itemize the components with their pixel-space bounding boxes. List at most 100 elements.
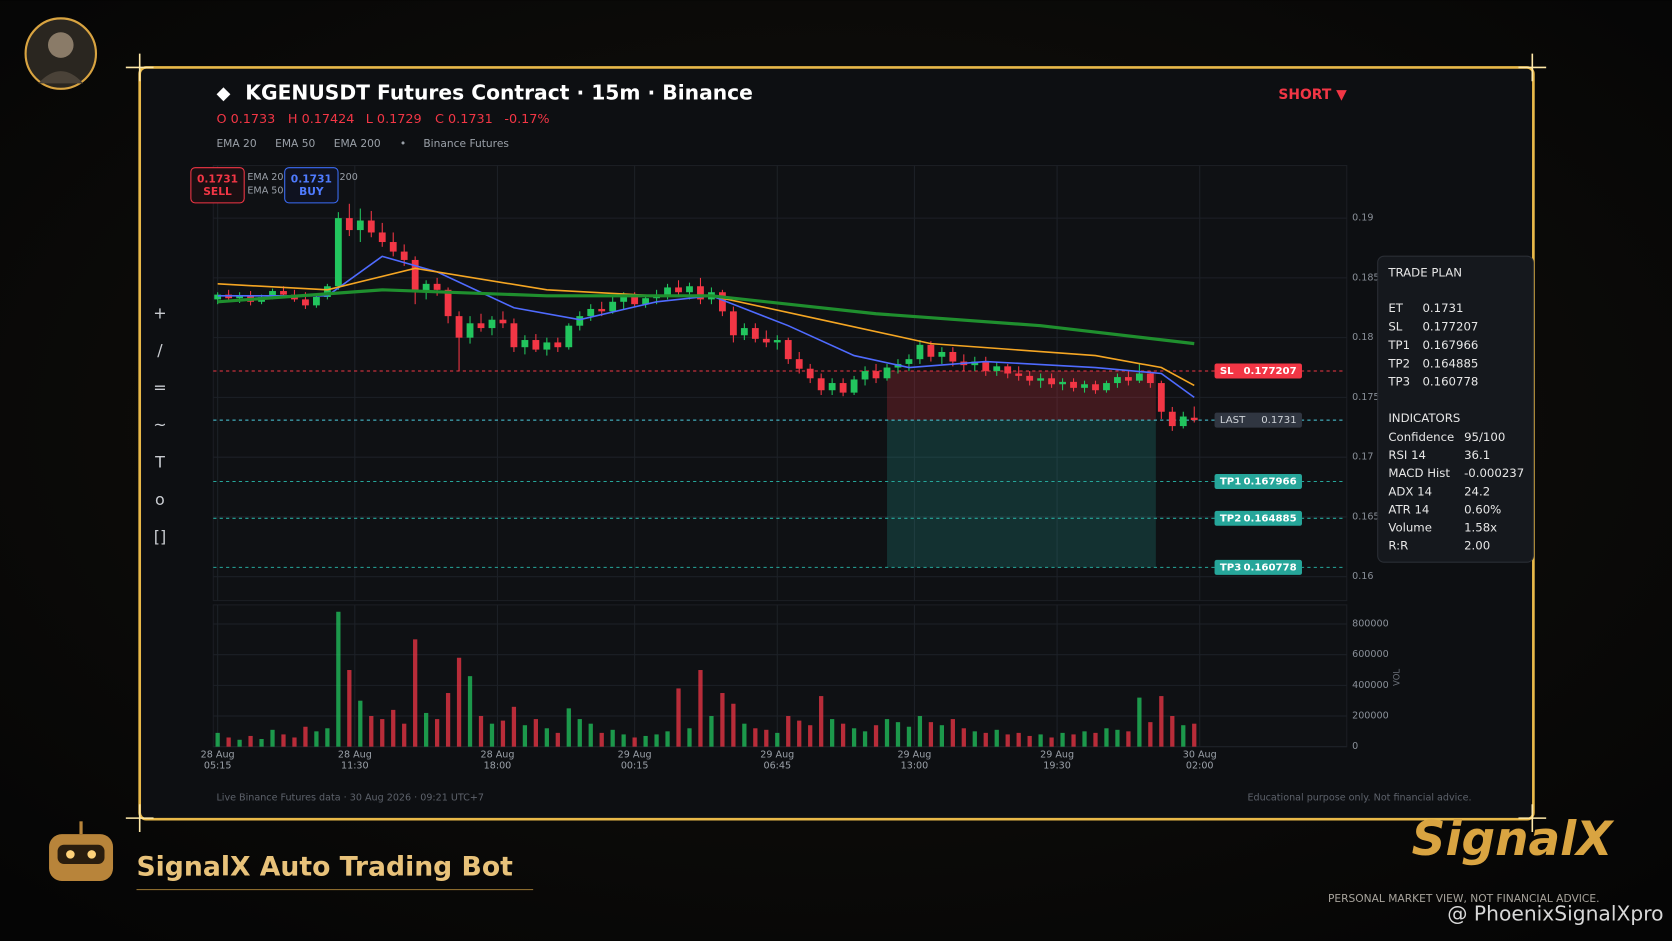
- volume-bar: [621, 734, 626, 747]
- tool-button[interactable]: /: [157, 341, 163, 360]
- trade-plan-panel: [1377, 255, 1534, 563]
- volume-bar: [577, 719, 582, 747]
- volume-bar: [555, 732, 560, 747]
- reward-zone: [887, 420, 1156, 568]
- candle-body: [422, 283, 430, 293]
- volume-bar: [786, 716, 791, 747]
- side-badge: SHORT ▼: [1278, 87, 1347, 103]
- candle-body: [1114, 377, 1121, 384]
- volume-bar: [972, 731, 977, 747]
- volume-bar: [1126, 731, 1131, 747]
- candle-body: [740, 328, 748, 336]
- indicator-label: EMA 20: [216, 137, 256, 150]
- candle-body: [587, 308, 595, 317]
- candle-body: [455, 316, 463, 338]
- ohlc-value: -0.17%: [504, 112, 549, 127]
- candle-body: [697, 286, 704, 300]
- volume-bar: [566, 708, 571, 747]
- candle-body: [345, 218, 353, 231]
- candle-body: [993, 366, 1001, 372]
- robot-visor: [57, 844, 105, 864]
- volume-bar: [424, 712, 429, 747]
- level-name: TP2: [1220, 513, 1241, 524]
- candle-body: [488, 319, 496, 329]
- volume-bar: [248, 735, 253, 747]
- volume-bar: [917, 716, 923, 747]
- volume-bar: [808, 725, 813, 747]
- candle-body: [1037, 378, 1045, 381]
- trade-plan: TRADE PLAN ET 0.1731 SL 0.177207 TP1 0.167966 T…: [1387, 266, 1524, 553]
- candle-body: [718, 292, 726, 312]
- candle-body: [642, 298, 650, 305]
- tool-button[interactable]: []: [154, 527, 166, 546]
- candle-body: [510, 323, 518, 348]
- volume-bar: [1104, 728, 1109, 747]
- level-name: TP1: [1220, 476, 1241, 487]
- x-tick-label: 19:30: [1043, 760, 1071, 771]
- x-tick-label: 11:30: [341, 760, 369, 771]
- candle-body: [773, 340, 781, 343]
- candle-body: [1190, 417, 1198, 421]
- risk-zone: [887, 371, 1156, 421]
- volume-bar: [325, 728, 330, 747]
- candle-body: [982, 361, 990, 372]
- candle-body: [1026, 375, 1034, 381]
- tool-button[interactable]: =: [153, 378, 166, 397]
- volume-bar: [906, 726, 912, 747]
- tool-button[interactable]: ~: [153, 415, 166, 434]
- volume-bar: [489, 723, 495, 747]
- volume-bar: [1071, 734, 1076, 747]
- candle-body: [1168, 411, 1176, 427]
- volume-bar: [731, 703, 736, 747]
- level-label-box: [1214, 412, 1302, 428]
- x-tick-label: 29 Aug: [1040, 750, 1074, 761]
- volume-bar: [687, 728, 692, 747]
- volume-bar: [1170, 716, 1175, 747]
- plan-value: 0.177207: [1422, 319, 1478, 333]
- candle-body: [1146, 373, 1154, 384]
- candle-body: [1081, 384, 1088, 388]
- volume-bar: [303, 726, 308, 747]
- volume-bar: [1137, 697, 1142, 747]
- sell-box[interactable]: [190, 167, 245, 204]
- candle-body: [850, 379, 858, 393]
- indicator-key: ADX 14: [1388, 484, 1432, 498]
- indicator-value: 2.00: [1464, 539, 1490, 553]
- volume-bar: [369, 716, 374, 747]
- volume-bar: [851, 728, 857, 747]
- indicator-label: Binance Futures: [423, 137, 509, 150]
- robot-icon: [49, 821, 114, 882]
- candle-body: [302, 299, 309, 306]
- x-tick-label: 00:15: [621, 760, 649, 771]
- candle-body: [795, 359, 803, 369]
- y-tick-label: 0.175: [1352, 392, 1379, 403]
- tool-button[interactable]: T: [154, 453, 165, 472]
- candle-body: [334, 218, 342, 287]
- candle-body: [554, 342, 562, 348]
- volume-bar: [709, 716, 714, 747]
- buy-price: 0.1731: [291, 172, 332, 185]
- footer-right: Educational purpose only. Not financial …: [1247, 792, 1471, 803]
- volume-bar: [402, 723, 407, 747]
- candle-body: [1135, 373, 1143, 381]
- volume-bar: [873, 725, 879, 747]
- plan-title: TRADE PLAN: [1387, 266, 1462, 280]
- volume-bar: [1060, 732, 1065, 747]
- volume-bar: [1192, 723, 1197, 747]
- candle-body: [598, 308, 606, 312]
- candle-body: [269, 291, 276, 298]
- plan-key: TP2: [1387, 356, 1410, 370]
- tool-button[interactable]: o: [155, 490, 165, 509]
- candle-body: [971, 361, 979, 366]
- candle-body: [367, 220, 375, 233]
- y-tick-label: 0.16: [1352, 571, 1373, 582]
- volume-bar: [347, 670, 352, 747]
- volume-bar: [237, 739, 242, 747]
- volume-tick-label: 400000: [1352, 680, 1389, 691]
- y-tick-label: 0.19: [1352, 213, 1373, 224]
- indicator-key: Confidence: [1388, 430, 1454, 444]
- tool-button[interactable]: +: [153, 303, 166, 322]
- volume-bar: [895, 722, 901, 747]
- buy-box[interactable]: [284, 167, 339, 204]
- volume-bar: [764, 729, 769, 747]
